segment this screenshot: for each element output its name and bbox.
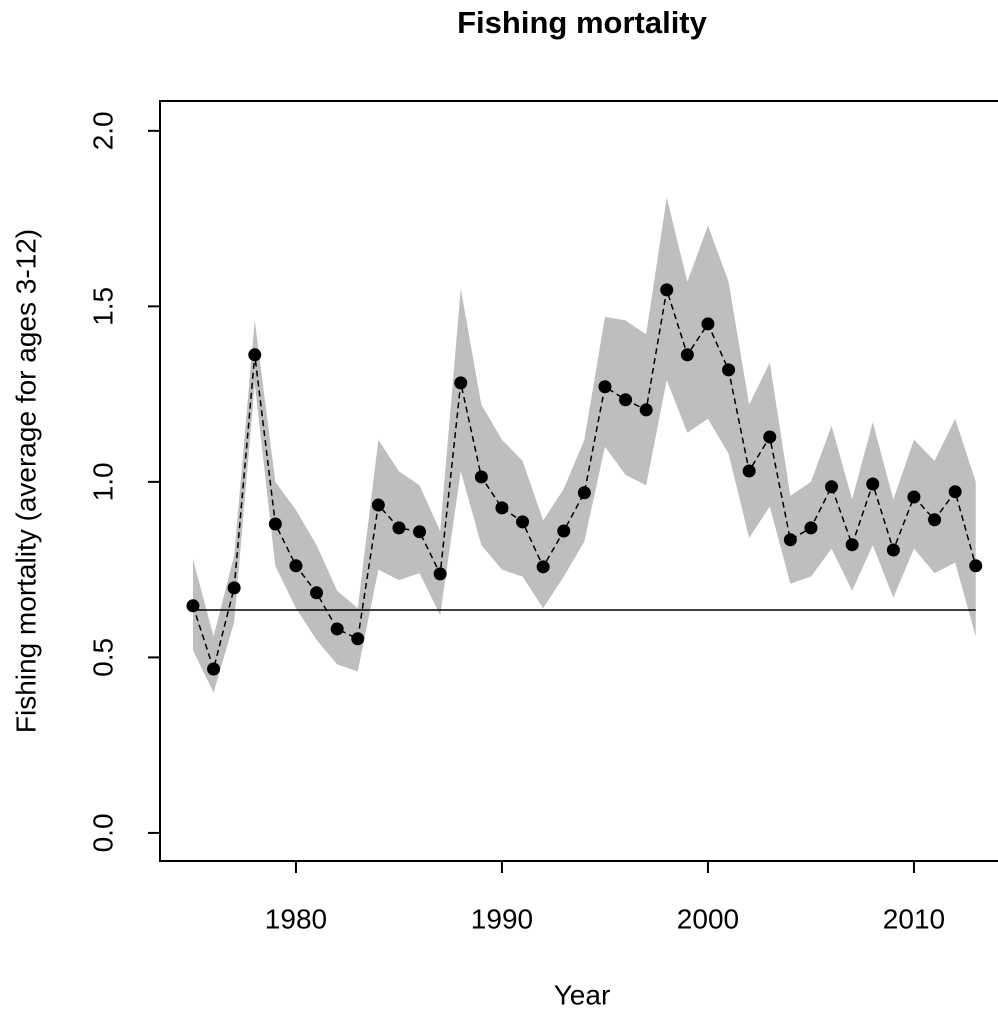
y-axis-label: Fishing mortality (average for ages 3-12… bbox=[10, 229, 41, 733]
data-point bbox=[680, 348, 694, 362]
data-point bbox=[433, 567, 447, 581]
data-point bbox=[289, 559, 303, 573]
data-point bbox=[886, 543, 900, 557]
data-point bbox=[845, 538, 859, 552]
data-point bbox=[742, 464, 756, 478]
data-point bbox=[413, 525, 427, 539]
data-point bbox=[268, 517, 282, 531]
data-point bbox=[227, 581, 241, 595]
data-point bbox=[207, 662, 221, 676]
data-point bbox=[660, 283, 674, 297]
data-point bbox=[371, 498, 385, 512]
data-point bbox=[330, 622, 344, 636]
data-point bbox=[495, 501, 509, 515]
data-point bbox=[516, 515, 530, 529]
data-point bbox=[598, 380, 612, 394]
y-tick-label: 0.0 bbox=[87, 813, 118, 852]
data-point bbox=[866, 477, 880, 491]
x-tick-label: 2000 bbox=[677, 903, 739, 934]
data-point bbox=[928, 513, 942, 527]
y-tick-label: 0.5 bbox=[87, 638, 118, 677]
data-point bbox=[392, 521, 406, 535]
data-point bbox=[474, 470, 488, 484]
data-point bbox=[454, 376, 468, 390]
data-point bbox=[722, 363, 736, 377]
data-point bbox=[763, 430, 777, 444]
chart-title: Fishing mortality bbox=[457, 5, 708, 40]
data-point bbox=[536, 560, 550, 574]
data-point bbox=[619, 393, 633, 407]
data-point bbox=[969, 559, 983, 573]
y-tick-label: 1.5 bbox=[87, 287, 118, 326]
x-axis-label: Year bbox=[554, 979, 611, 1010]
confidence-band bbox=[192, 197, 976, 693]
data-point bbox=[639, 403, 653, 417]
data-point bbox=[577, 486, 591, 500]
data-point bbox=[186, 599, 200, 613]
y-tick-label: 1.0 bbox=[87, 462, 118, 501]
data-point bbox=[907, 490, 921, 504]
data-point bbox=[701, 317, 715, 331]
x-tick-label: 1980 bbox=[265, 903, 327, 934]
data-point bbox=[351, 632, 365, 646]
data-point bbox=[948, 485, 962, 499]
y-tick-label: 2.0 bbox=[87, 111, 118, 150]
x-tick-label: 2010 bbox=[883, 903, 945, 934]
data-point bbox=[804, 521, 818, 535]
data-point bbox=[783, 533, 797, 547]
data-point bbox=[825, 480, 839, 494]
data-point bbox=[248, 348, 262, 362]
x-tick-label: 1990 bbox=[471, 903, 533, 934]
data-point bbox=[310, 586, 324, 600]
data-point bbox=[557, 524, 571, 538]
